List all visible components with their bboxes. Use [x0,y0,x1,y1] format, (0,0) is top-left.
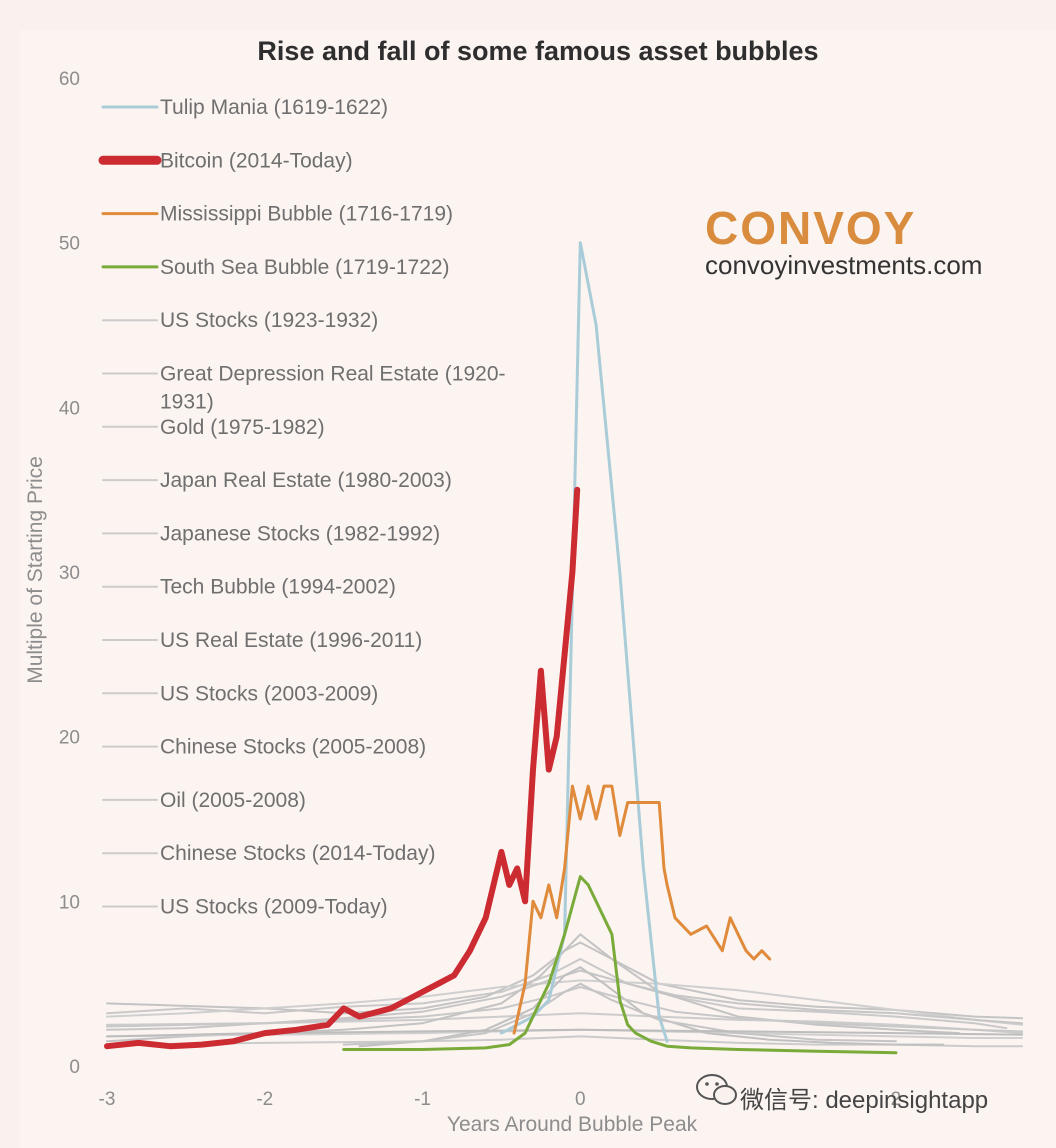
legend-item: Chinese Stocks (2005-2008) [102,736,426,759]
legend-item: Gold (1975-1982) [102,416,325,439]
legend-label: US Stocks (2003-2009) [160,682,378,705]
y-tick-label: 50 [59,234,80,255]
y-tick-label: 30 [59,563,80,584]
x-tick-label: -3 [99,1089,116,1110]
y-tick-label: 60 [59,69,80,90]
legend-label: US Stocks (2009-Today) [160,896,388,919]
series-line-chinese-stocks-2014-today [342,982,897,1046]
legend-label: Gold (1975-1982) [160,416,325,439]
legend-label: South Sea Bubble (1719-1722) [160,256,450,279]
y-tick-label: 40 [59,398,80,419]
x-tick-label: 2 [891,1089,902,1110]
legend-label: US Real Estate (1996-2011) [160,629,422,652]
series-line-mississippi-bubble-1716-1719 [512,784,772,1035]
watermark-text: 微信号: deepinsightapp [740,1087,988,1114]
legend-item: Oil (2005-2008) [102,789,306,812]
legend-label: Chinese Stocks (2005-2008) [160,736,426,759]
legend-label: Mississippi Bubble (1716-1719) [160,203,453,226]
legend-label: Tulip Mania (1619-1622) [160,96,388,119]
x-tick-label: 0 [575,1089,586,1110]
legend-label: Tech Bubble (1994-2002) [160,576,396,599]
legend: Tulip Mania (1619-1622) Bitcoin (2014-Tod… [98,96,506,919]
legend-label: Great Depression Real Estate (1920- [160,363,506,386]
legend-item: US Stocks (1923-1932) [102,309,378,332]
series-line-oil-2005-2008 [106,986,1024,1033]
series-line-south-sea-bubble-1719-1722 [342,875,898,1055]
legend-item: Tech Bubble (1994-2002) [102,576,396,599]
legend-item: Japan Real Estate (1980-2003) [102,469,452,492]
x-axis-title: Years Around Bubble Peak [447,1113,698,1136]
series-line-japan-real-estate-1980-2003 [106,979,1024,1026]
legend-label: Japan Real Estate (1980-2003) [160,469,452,492]
legend-item: Bitcoin (2014-Today) [98,149,353,172]
legend-label: 1931) [160,391,214,414]
legend-label: Bitcoin (2014-Today) [160,149,353,172]
series-line-bitcoin-2014-today [104,486,581,1050]
y-axis-title: Multiple of Starting Price [24,456,47,684]
legend-label: Chinese Stocks (2014-Today) [160,842,435,865]
legend-item: Great Depression Real Estate (1920- 1931) [102,363,506,414]
legend-item: US Stocks (2003-2009) [102,682,378,705]
watermark: 微信号: deepinsightapp [696,1074,988,1114]
x-axis: -3 -2 -1 0 2 [99,1089,902,1110]
brand-url: convoyinvestments.com [705,250,982,280]
y-tick-label: 10 [59,892,80,913]
chart-background [20,30,1056,1148]
x-tick-label: -1 [414,1089,431,1110]
convoy-logo: CONVOY [705,202,916,254]
series-layer [104,241,1024,1055]
legend-label: US Stocks (1923-1932) [160,309,378,332]
legend-item: US Stocks (2009-Today) [102,896,388,919]
legend-item: US Real Estate (1996-2011) [102,629,422,652]
y-tick-label: 0 [69,1057,80,1078]
legend-label: Oil (2005-2008) [160,789,306,812]
y-tick-label: 20 [59,728,80,749]
wechat-icon [696,1074,737,1105]
legend-label: Japanese Stocks (1982-1992) [160,522,440,545]
series-line-tulip-mania-1619-1622 [499,241,669,1043]
x-tick-label: -2 [256,1089,273,1110]
series-line-us-stocks-1923-1932 [106,958,1008,1030]
legend-item: Tulip Mania (1619-1622) [101,96,388,119]
y-axis: 0 10 20 30 40 50 60 [59,69,80,1078]
legend-item: South Sea Bubble (1719-1722) [101,256,450,279]
chart-title: Rise and fall of some famous asset bubbl… [257,36,818,66]
legend-item: Mississippi Bubble (1716-1719) [101,203,453,226]
legend-item: Chinese Stocks (2014-Today) [102,842,435,865]
legend-item: Japanese Stocks (1982-1992) [102,522,440,545]
